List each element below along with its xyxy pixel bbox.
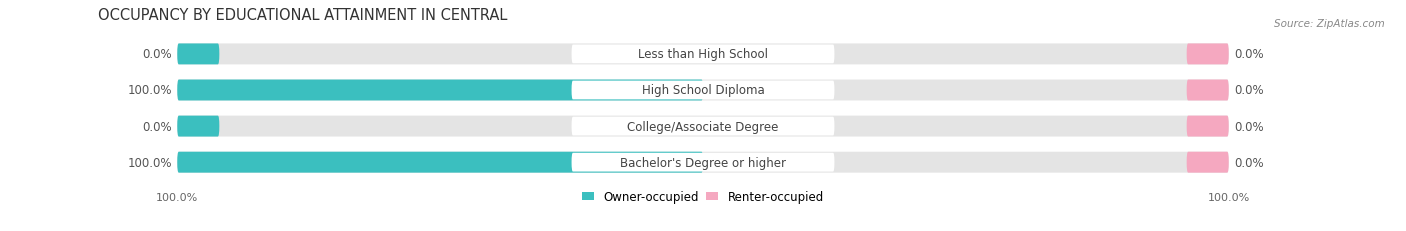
Text: OCCUPANCY BY EDUCATIONAL ATTAINMENT IN CENTRAL: OCCUPANCY BY EDUCATIONAL ATTAINMENT IN C…: [98, 7, 508, 22]
FancyBboxPatch shape: [177, 44, 219, 65]
FancyBboxPatch shape: [1187, 116, 1229, 137]
FancyBboxPatch shape: [572, 153, 834, 172]
Text: 0.0%: 0.0%: [1234, 48, 1264, 61]
Text: Less than High School: Less than High School: [638, 48, 768, 61]
FancyBboxPatch shape: [1187, 44, 1229, 65]
FancyBboxPatch shape: [177, 116, 219, 137]
Text: Bachelor's Degree or higher: Bachelor's Degree or higher: [620, 156, 786, 169]
FancyBboxPatch shape: [1187, 152, 1229, 173]
Text: 0.0%: 0.0%: [1234, 156, 1264, 169]
Text: 0.0%: 0.0%: [142, 120, 172, 133]
Text: 100.0%: 100.0%: [128, 156, 172, 169]
FancyBboxPatch shape: [177, 80, 1229, 101]
FancyBboxPatch shape: [177, 116, 1229, 137]
Text: 0.0%: 0.0%: [142, 48, 172, 61]
FancyBboxPatch shape: [572, 45, 834, 64]
FancyBboxPatch shape: [177, 152, 1229, 173]
FancyBboxPatch shape: [177, 152, 703, 173]
FancyBboxPatch shape: [1187, 80, 1229, 101]
Legend: Owner-occupied, Renter-occupied: Owner-occupied, Renter-occupied: [582, 190, 824, 203]
FancyBboxPatch shape: [572, 81, 834, 100]
FancyBboxPatch shape: [177, 80, 703, 101]
Text: 0.0%: 0.0%: [1234, 84, 1264, 97]
Text: 100.0%: 100.0%: [128, 84, 172, 97]
FancyBboxPatch shape: [572, 117, 834, 136]
Text: Source: ZipAtlas.com: Source: ZipAtlas.com: [1274, 18, 1385, 28]
Text: High School Diploma: High School Diploma: [641, 84, 765, 97]
FancyBboxPatch shape: [177, 44, 1229, 65]
Text: College/Associate Degree: College/Associate Degree: [627, 120, 779, 133]
Text: 0.0%: 0.0%: [1234, 120, 1264, 133]
